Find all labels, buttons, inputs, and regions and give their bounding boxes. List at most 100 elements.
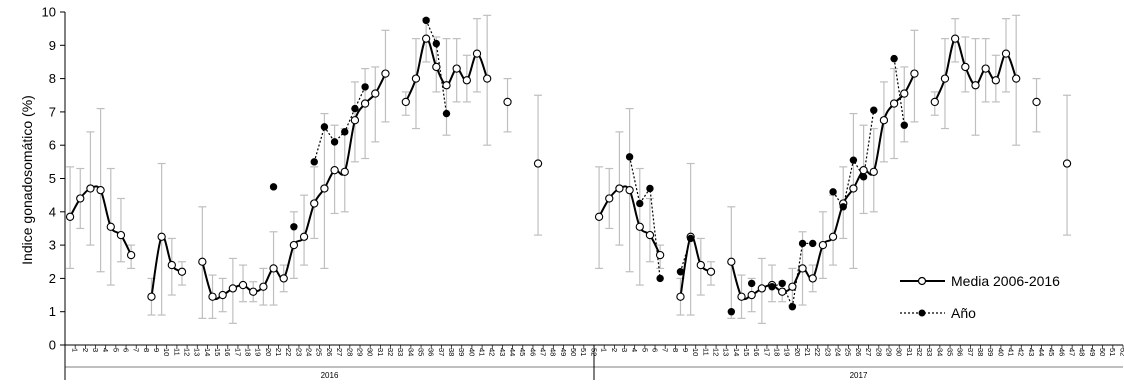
mean-point [615, 184, 624, 193]
group-label: 2017 [850, 371, 868, 380]
y-tick-label: 4 [49, 204, 56, 219]
mean-point [218, 290, 227, 300]
x-tick-label: 34 [935, 348, 944, 356]
error-bars [66, 14, 1072, 324]
mean-point [869, 167, 878, 176]
x-tick-label: 20 [264, 348, 273, 356]
year-point [778, 279, 786, 288]
x-tick-label: 36 [427, 348, 436, 356]
x-tick-label: 40 [996, 348, 1005, 356]
mean-point [798, 264, 807, 273]
series-points [65, 16, 1072, 316]
mean-point [706, 267, 716, 276]
x-tick-label: 24 [834, 348, 843, 356]
mean-point [503, 97, 512, 107]
x-tick-label: 51 [579, 348, 588, 356]
x-tick-label: 27 [335, 348, 344, 356]
x-tick-label: 19 [783, 348, 792, 356]
x-tick-label: 3 [620, 348, 629, 352]
mean-point [788, 282, 797, 291]
mean-point [961, 62, 970, 72]
mean-point [147, 292, 156, 301]
year-point [351, 104, 359, 113]
y-tick-label: 0 [49, 338, 56, 353]
mean-point [483, 74, 492, 83]
x-tick-label: 10 [691, 348, 700, 356]
group-label: 2016 [321, 371, 339, 380]
y-tick-label: 9 [49, 38, 56, 53]
mean-point [330, 166, 339, 175]
mean-point [605, 194, 614, 203]
x-tick-label: 46 [528, 348, 537, 356]
mean-point [849, 184, 858, 193]
x-tick-label: 18 [244, 348, 253, 356]
x-tick-label: 22 [813, 348, 822, 356]
mean-point [360, 99, 370, 108]
x-tick-label: 48 [1078, 348, 1087, 356]
mean-point [818, 240, 828, 250]
mean-point [727, 257, 736, 266]
x-tick-label: 7 [132, 348, 141, 352]
year-point [361, 83, 369, 91]
x-tick-label: 12 [182, 348, 191, 356]
year-line [893, 58, 905, 126]
mean-point [859, 166, 868, 175]
year-point [422, 16, 430, 25]
x-tick-label: 49 [1088, 348, 1097, 356]
mean-line [679, 235, 712, 297]
mean-point [991, 76, 1000, 85]
x-tick-label: 28 [874, 348, 883, 356]
year-point [839, 203, 847, 211]
year-point [676, 268, 685, 276]
year-point [330, 138, 339, 146]
x-tick-label: 52 [1118, 348, 1124, 356]
mean-point [930, 97, 939, 107]
mean-point [696, 260, 705, 270]
mean-point [737, 292, 746, 301]
x-tick-label: 18 [773, 348, 782, 356]
year-point [870, 106, 878, 114]
x-tick-label: 33 [396, 348, 405, 356]
x-tick-label: 50 [569, 348, 578, 356]
mean-point [198, 257, 207, 266]
x-tick-label: 43 [1027, 348, 1036, 356]
year-point [829, 188, 837, 196]
mean-point [116, 230, 126, 240]
year-point [788, 303, 797, 311]
x-tick-label: 35 [416, 348, 425, 356]
x-tick-label: 28 [345, 348, 354, 356]
year-point [656, 274, 664, 283]
x-tick-label: 1 [600, 348, 609, 352]
mean-point [1001, 49, 1011, 58]
mean-point [971, 81, 980, 90]
x-tick-label: 23 [823, 348, 832, 356]
mean-point [462, 76, 471, 85]
mean-point [778, 287, 787, 296]
y-tick-label: 2 [49, 271, 56, 286]
x-tick-label: 4 [101, 348, 110, 352]
legend-mean-marker [917, 276, 927, 286]
x-tick-label: 31 [376, 348, 385, 356]
x-tick-label: 14 [203, 348, 212, 356]
x-tick-label: 15 [213, 348, 222, 356]
x-tick-label: 13 [193, 348, 202, 356]
mean-point [96, 186, 105, 195]
mean-point [65, 212, 75, 221]
x-tick-label: 44 [508, 348, 517, 356]
mean-point [635, 222, 644, 231]
year-point [890, 54, 898, 63]
mean-point [676, 292, 685, 301]
x-tick-label: 39 [457, 348, 466, 356]
x-tick-label: 39 [986, 348, 995, 356]
x-tick-label: 25 [844, 348, 853, 356]
mean-point [442, 81, 451, 90]
year-point [269, 183, 278, 191]
y-axis-label: Indice gonadosomático (%) [19, 95, 35, 265]
x-tick-label: 27 [864, 348, 873, 356]
legend-year-marker [918, 309, 926, 317]
x-tick-label: 35 [945, 348, 954, 356]
year-line [679, 238, 692, 272]
mean-point [371, 89, 380, 98]
mean-point [940, 74, 950, 83]
y-tick-label: 8 [49, 71, 56, 86]
